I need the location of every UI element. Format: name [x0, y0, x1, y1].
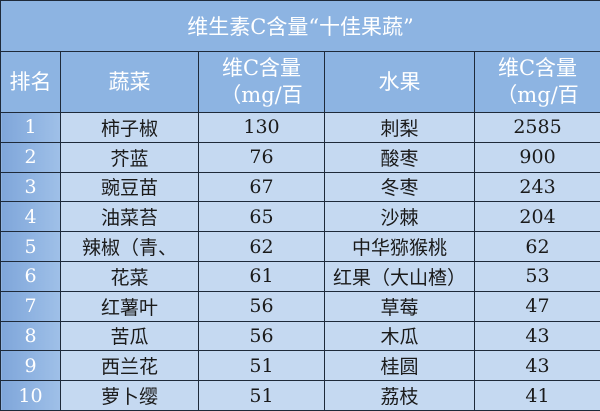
rank-cell: 1: [1, 113, 61, 143]
rank-cell: 3: [1, 172, 61, 202]
header-vegetable: 蔬菜: [61, 52, 199, 113]
veg-vc-cell: 51: [199, 381, 325, 411]
rank-cell: 8: [1, 321, 61, 351]
header-fruit-vc-line2: （mg/百: [475, 82, 600, 109]
veg-vc-cell: 51: [199, 351, 325, 381]
title-row: 维生素C含量“十佳果蔬”: [1, 1, 600, 52]
vegetable-cell: 豌豆苗: [61, 172, 199, 202]
fruit-vc-cell: 62: [475, 232, 600, 262]
veg-vc-cell: 62: [199, 232, 325, 262]
fruit-cell: 草莓: [325, 291, 475, 321]
vegetable-cell: 红薯叶: [61, 291, 199, 321]
veg-vc-cell: 56: [199, 321, 325, 351]
header-row: 排名 蔬菜 维C含量（mg/百 水果 维C含量（mg/百: [1, 52, 600, 113]
header-rank: 排名: [1, 52, 61, 113]
fruit-cell: 中华猕猴桃: [325, 232, 475, 262]
veg-vc-cell: 65: [199, 202, 325, 232]
fruit-vc-cell: 43: [475, 351, 600, 381]
header-veg-vc-line1: 维C含量: [199, 55, 324, 82]
fruit-cell: 桂圆: [325, 351, 475, 381]
fruit-vc-cell: 204: [475, 202, 600, 232]
table-title: 维生素C含量“十佳果蔬”: [1, 1, 600, 52]
fruit-vc-cell: 243: [475, 172, 600, 202]
fruit-cell: 冬枣: [325, 172, 475, 202]
vegetable-cell: 萝卜缨: [61, 381, 199, 411]
vegetable-cell: 辣椒（青、: [61, 232, 199, 262]
rank-cell: 7: [1, 291, 61, 321]
fruit-cell: 红果（大山楂）: [325, 261, 475, 291]
veg-vc-cell: 56: [199, 291, 325, 321]
rank-cell: 4: [1, 202, 61, 232]
rank-cell: 6: [1, 261, 61, 291]
vegetable-cell: 油菜苔: [61, 202, 199, 232]
header-fruit-vc-line1: 维C含量: [475, 55, 600, 82]
fruit-vc-cell: 900: [475, 142, 600, 172]
header-fruit-vc: 维C含量（mg/百: [475, 52, 600, 113]
veg-vc-cell: 67: [199, 172, 325, 202]
fruit-cell: 木瓜: [325, 321, 475, 351]
vegetable-cell: 花菜: [61, 261, 199, 291]
fruit-vc-cell: 53: [475, 261, 600, 291]
fruit-vc-cell: 41: [475, 381, 600, 411]
fruit-cell: 荔枝: [325, 381, 475, 411]
fruit-cell: 刺梨: [325, 113, 475, 143]
fruit-cell: 酸枣: [325, 142, 475, 172]
fruit-cell: 沙棘: [325, 202, 475, 232]
veg-vc-cell: 130: [199, 113, 325, 143]
header-veg-vc: 维C含量（mg/百: [199, 52, 325, 113]
veg-vc-cell: 61: [199, 261, 325, 291]
header-fruit: 水果: [325, 52, 475, 113]
vegetable-cell: 西兰花: [61, 351, 199, 381]
vegetable-cell: 芥蓝: [61, 142, 199, 172]
rank-cell: 5: [1, 232, 61, 262]
fruit-vc-cell: 47: [475, 291, 600, 321]
rank-cell: 9: [1, 351, 61, 381]
fruit-vc-cell: 2585: [475, 113, 600, 143]
rank-cell: 10: [1, 381, 61, 411]
header-veg-vc-line2: （mg/百: [199, 82, 324, 109]
rank-cell: 2: [1, 142, 61, 172]
vegetable-cell: 柿子椒: [61, 113, 199, 143]
fruit-vc-cell: 43: [475, 321, 600, 351]
vegetable-cell: 苦瓜: [61, 321, 199, 351]
veg-vc-cell: 76: [199, 142, 325, 172]
